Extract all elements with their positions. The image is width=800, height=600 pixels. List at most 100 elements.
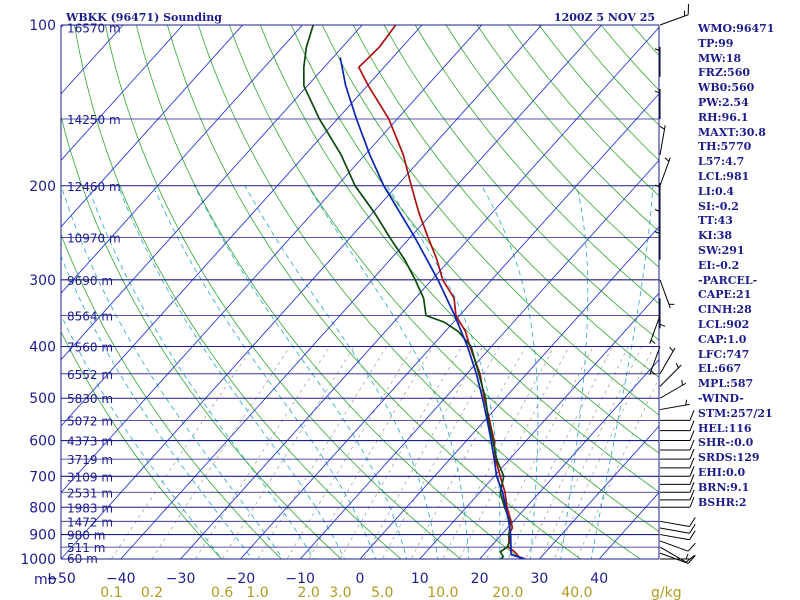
mixing-ratio-tick-label: 1.0	[246, 585, 268, 600]
sounding-parameters: WMO:96471 TP:99 MW:18 FRZ:560 WB0:560 PW:2.54…	[698, 22, 798, 510]
temperature-tick-label: −50	[46, 571, 76, 587]
parcel-profile-line	[339, 57, 526, 559]
height-label: 7560 m	[67, 341, 113, 355]
isotherms	[61, 25, 659, 559]
chart-title: WBKK (96471) Sounding	[65, 11, 222, 24]
parameter-item: MAXT:30.8	[698, 125, 766, 139]
parameter-item: CAP:1.0	[698, 332, 747, 346]
parameter-item: EL:667	[698, 362, 742, 376]
wind-barb	[659, 523, 696, 534]
parameter-item: -PARCEL-	[698, 273, 758, 287]
height-label: 5072 m	[67, 414, 113, 428]
dry-adiabat-line	[445, 25, 659, 268]
wind-barb	[649, 346, 661, 375]
wind-barb-staff	[659, 364, 682, 387]
wind-barb	[654, 183, 661, 214]
height-label: 2531 m	[67, 486, 113, 500]
wind-barb-staff	[659, 157, 671, 186]
wind-barb-half-flag	[654, 90, 661, 94]
wind-barb-staff	[659, 279, 671, 309]
height-label: 3109 m	[67, 470, 113, 484]
isotherm-line	[61, 25, 483, 494]
isotherm-line	[61, 25, 184, 162]
moist-adiabat-line	[194, 185, 408, 559]
wind-barb	[659, 279, 675, 309]
dry-adiabat-line	[105, 25, 462, 559]
mixing-ratio-line	[363, 346, 484, 559]
wind-barb-half-flag	[654, 209, 661, 212]
mixing-ratio-line	[194, 346, 331, 559]
wind-barb-staff	[659, 546, 687, 563]
height-label: 6552 m	[67, 368, 113, 382]
wind-barb-flag	[689, 517, 696, 527]
height-label: 3719 m	[67, 453, 113, 467]
temperature-tick-label: −10	[285, 571, 315, 587]
isotherm-line	[239, 93, 659, 559]
height-label: 8564 m	[67, 310, 113, 324]
temperature-tick-label: −40	[106, 571, 136, 587]
pressure-tick-label: 400	[29, 340, 56, 356]
mixing-ratio-line	[110, 346, 254, 559]
wind-barb	[660, 497, 695, 508]
mixing-ratio-line	[442, 346, 555, 559]
mixing-ratio-line	[257, 346, 387, 559]
moist-adiabat-line	[244, 185, 439, 559]
parameter-item: TT:43	[698, 214, 733, 228]
pressure-tick-label: 200	[29, 179, 56, 195]
wind-barb	[654, 89, 661, 120]
wind-barb	[659, 3, 690, 26]
parameter-item: MPL:587	[698, 377, 754, 391]
wind-barb-flag	[689, 420, 695, 431]
sounding-profiles	[302, 25, 526, 559]
wind-barb	[660, 466, 695, 477]
parameter-item: BRN:9.1	[698, 480, 750, 494]
wind-barb	[660, 482, 695, 493]
wind-barb-half-flag	[664, 157, 670, 162]
mixing-ratio-line	[339, 346, 463, 559]
isotherm-line	[359, 226, 659, 559]
parameter-item: MW:18	[698, 51, 742, 65]
mixing-ratio-tick-label: 3.0	[329, 585, 351, 600]
dry-adiabat-line	[414, 25, 659, 305]
wind-barb-half-flag	[675, 362, 679, 369]
parameter-item: WMO:96471	[698, 22, 775, 35]
temperature-labels: −50 −40 −30 −20 −10 0 10 20 30 40	[46, 571, 608, 587]
isobars	[61, 24, 659, 560]
chart-time: 1200Z 5 NOV 25	[554, 11, 655, 24]
height-label: 1472 m	[67, 515, 113, 529]
height-label: 9690 m	[67, 274, 113, 288]
mixing-ratio-line	[151, 346, 291, 559]
parameter-item: SW:291	[698, 243, 745, 257]
mixing-ratio-tick-label: 20.0	[492, 585, 523, 600]
wind-barb-half-flag	[669, 346, 674, 352]
parameter-item: FRZ:560	[698, 66, 751, 80]
mixing-ratio-line	[221, 346, 355, 559]
parameter-item: CINH:28	[698, 303, 752, 317]
wind-barb-staff	[659, 382, 687, 399]
parameter-item: TH:5770	[698, 140, 752, 154]
parameter-item: PW:2.54	[698, 95, 749, 109]
mixing-ratio-labels: 0.1 0.2 0.6 1.0 2.0 3.0 5.0 10.0 20.0 40.0	[100, 585, 592, 600]
isotherm-line	[61, 25, 423, 427]
wind-barb-flag	[689, 448, 695, 460]
mixing-ratio-line	[286, 346, 414, 559]
height-label: 1983 m	[67, 501, 113, 515]
pressure-tick-label: 500	[29, 391, 56, 407]
moist-adiabat-line	[117, 185, 345, 559]
wind-barb-flag	[687, 555, 696, 564]
mixing-ratio-tick-label: 0.6	[211, 585, 233, 600]
dewpoint-profile-line	[302, 25, 512, 559]
moist-adiabat-line	[87, 185, 314, 559]
dry-adiabat-line	[321, 25, 659, 416]
wind-barb	[659, 379, 687, 399]
parameter-item: L57:4.7	[698, 155, 745, 169]
parameter-item: WB0:560	[698, 81, 755, 95]
parameter-item: LI:0.4	[698, 184, 735, 198]
isotherm-line	[61, 25, 363, 361]
height-labels: 16570 m 14250 m 12460 m 10970 m 9690 m 8564 m…	[67, 21, 121, 566]
dry-adiabat-line	[228, 25, 659, 533]
wind-barb-half-flag	[659, 125, 665, 130]
wind-barb	[659, 298, 666, 329]
